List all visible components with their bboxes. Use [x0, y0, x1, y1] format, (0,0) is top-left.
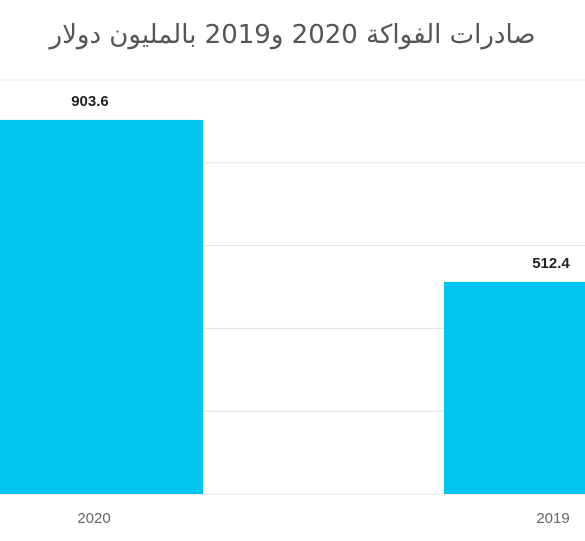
bars: [0, 119, 585, 494]
bar-2019: [444, 281, 585, 494]
x-tick-label-2020: 2020: [77, 510, 110, 527]
data-label-2020: 903.6: [71, 93, 109, 110]
chart-title: صادرات الفواكة 2020 و2019 بالمليون دولار: [49, 20, 536, 50]
x-axis-ticks: 2020 2019: [77, 510, 569, 527]
x-tick-label-2019: 2019: [536, 510, 569, 527]
bar-2020: [0, 119, 203, 494]
data-labels: 903.6 512.4: [71, 93, 570, 272]
data-label-2019: 512.4: [532, 255, 570, 272]
